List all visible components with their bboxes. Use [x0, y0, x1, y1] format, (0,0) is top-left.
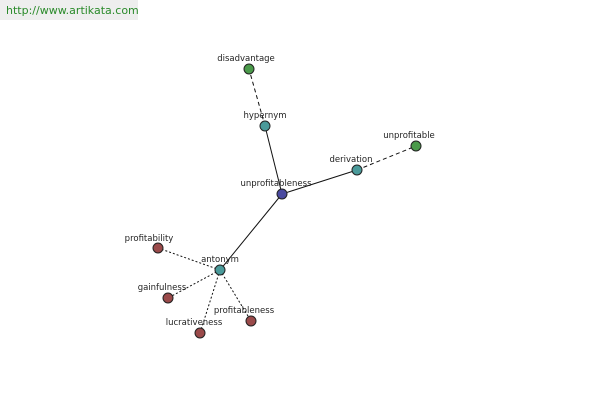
node — [162, 292, 174, 304]
node — [245, 315, 257, 327]
node — [214, 264, 226, 276]
node-label: profitability — [125, 234, 174, 244]
watermark-box — [0, 0, 138, 20]
node-label: gainfulness — [138, 283, 187, 293]
watermark: http://www.artikata.com — [6, 4, 139, 17]
node — [410, 140, 422, 152]
labels: unprofitableness hypernym disadvantage d… — [125, 54, 435, 328]
node — [152, 242, 164, 254]
node-label: profitableness — [214, 306, 275, 316]
edge — [248, 68, 266, 127]
edge — [199, 269, 221, 334]
edge — [281, 169, 358, 195]
edges — [157, 68, 417, 334]
node-label: hypernym — [243, 111, 286, 121]
edge — [157, 247, 221, 271]
node — [351, 164, 363, 176]
node — [259, 120, 271, 132]
edge — [219, 193, 283, 271]
node — [243, 63, 255, 75]
edge — [356, 145, 417, 171]
node-label: derivation — [329, 155, 372, 165]
node — [276, 188, 288, 200]
edge — [167, 269, 221, 299]
node-label: disadvantage — [217, 54, 275, 64]
node-label: unprofitableness — [240, 179, 312, 189]
node-label: lucrativeness — [166, 318, 223, 328]
edge — [219, 269, 252, 322]
node-label: antonym — [201, 255, 239, 265]
nodes — [152, 63, 422, 339]
node-label: unprofitable — [383, 131, 435, 141]
node — [194, 327, 206, 339]
edge — [264, 125, 283, 195]
